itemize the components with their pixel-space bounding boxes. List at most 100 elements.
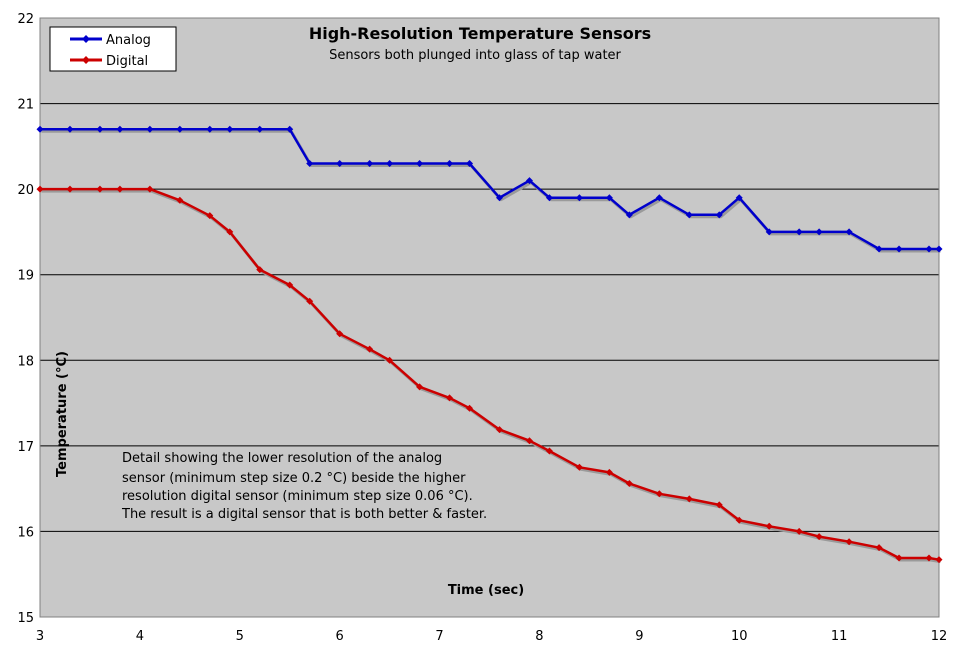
data-point-digital bbox=[96, 185, 104, 193]
data-point-analog bbox=[895, 245, 903, 253]
data-point-analog bbox=[935, 245, 943, 253]
x-tick-label: 5 bbox=[236, 629, 244, 644]
data-point-digital bbox=[286, 281, 294, 289]
data-point-digital bbox=[875, 544, 883, 552]
annotation-line: resolution digital sensor (minimum step … bbox=[122, 489, 473, 504]
chart-subtitle: Sensors both plunged into glass of tap w… bbox=[329, 48, 621, 63]
y-tick-label: 17 bbox=[17, 440, 34, 455]
x-tick-label: 9 bbox=[635, 629, 643, 644]
data-point-analog bbox=[306, 159, 314, 167]
data-point-analog bbox=[66, 125, 74, 133]
data-point-digital bbox=[935, 556, 943, 564]
data-point-digital bbox=[795, 527, 803, 535]
data-point-digital bbox=[625, 480, 633, 488]
data-point-analog bbox=[685, 211, 693, 219]
data-point-digital bbox=[176, 196, 184, 204]
data-point-analog bbox=[625, 211, 633, 219]
data-point-analog bbox=[286, 125, 294, 133]
data-point-analog bbox=[525, 177, 533, 185]
data-point-digital bbox=[146, 185, 154, 193]
plot-border bbox=[39, 17, 940, 618]
series-shadow-analog bbox=[41, 129, 941, 253]
y-tick-label: 16 bbox=[17, 525, 34, 540]
data-point-analog bbox=[206, 125, 214, 133]
data-point-digital bbox=[715, 501, 723, 509]
data-point-digital bbox=[495, 426, 503, 434]
data-point-digital bbox=[226, 228, 234, 236]
legend-label-analog: Analog bbox=[106, 33, 151, 48]
data-point-digital bbox=[815, 533, 823, 541]
x-tick-label: 10 bbox=[731, 629, 748, 644]
y-tick-label: 21 bbox=[17, 98, 34, 113]
legend-marker-analog bbox=[82, 35, 90, 43]
data-point-digital bbox=[685, 495, 693, 503]
data-point-digital bbox=[466, 404, 474, 412]
y-tick-label: 19 bbox=[17, 269, 34, 284]
data-point-analog bbox=[116, 125, 124, 133]
data-point-analog bbox=[386, 159, 394, 167]
data-point-analog bbox=[495, 194, 503, 202]
plot-background bbox=[40, 18, 939, 617]
data-point-analog bbox=[446, 159, 454, 167]
data-point-analog bbox=[366, 159, 374, 167]
y-tick-labels: 15 16 17 18 19 20 21 22 bbox=[17, 12, 34, 626]
x-tick-label: 12 bbox=[931, 629, 948, 644]
x-tick-label: 3 bbox=[36, 629, 44, 644]
y-tick-label: 20 bbox=[17, 183, 34, 198]
x-axis-label: Time (sec) bbox=[448, 583, 524, 598]
data-point-analog bbox=[36, 125, 44, 133]
data-point-digital bbox=[416, 383, 424, 391]
data-point-digital bbox=[336, 330, 344, 338]
data-point-analog bbox=[96, 125, 104, 133]
data-point-digital bbox=[605, 468, 613, 476]
annotation-line: The result is a digital sensor that is b… bbox=[121, 507, 487, 522]
data-point-digital bbox=[446, 394, 454, 402]
x-tick-label: 8 bbox=[535, 629, 543, 644]
series-layer bbox=[36, 125, 943, 564]
data-point-analog bbox=[336, 159, 344, 167]
data-point-analog bbox=[925, 245, 933, 253]
data-point-analog bbox=[575, 194, 583, 202]
x-tick-labels: 3 4 5 6 7 8 9 10 11 12 bbox=[36, 629, 947, 644]
data-point-digital bbox=[925, 554, 933, 562]
data-point-analog bbox=[655, 194, 663, 202]
x-tick-label: 11 bbox=[831, 629, 848, 644]
data-point-analog bbox=[226, 125, 234, 133]
legend-marker-digital bbox=[82, 56, 90, 64]
chart-title: High-Resolution Temperature Sensors bbox=[309, 24, 651, 43]
data-point-analog bbox=[176, 125, 184, 133]
data-point-digital bbox=[845, 538, 853, 546]
y-tick-label: 22 bbox=[17, 12, 34, 27]
data-point-analog bbox=[875, 245, 883, 253]
data-point-analog bbox=[765, 228, 773, 236]
data-point-digital bbox=[575, 463, 583, 471]
data-point-digital bbox=[306, 297, 314, 305]
annotation-line: sensor (minimum step size 0.2 °C) beside… bbox=[122, 471, 466, 486]
legend: Analog Digital bbox=[49, 26, 177, 72]
data-point-analog bbox=[845, 228, 853, 236]
data-point-analog bbox=[815, 228, 823, 236]
data-point-digital bbox=[256, 266, 264, 274]
annotation-line: Detail showing the lower resolution of t… bbox=[122, 451, 442, 466]
data-point-analog bbox=[256, 125, 264, 133]
data-point-digital bbox=[36, 185, 44, 193]
annotation-note: Detail showing the lower resolution of t… bbox=[121, 451, 487, 522]
data-point-analog bbox=[715, 211, 723, 219]
data-point-analog bbox=[416, 159, 424, 167]
data-point-analog bbox=[795, 228, 803, 236]
x-tick-label: 4 bbox=[136, 629, 144, 644]
legend-box bbox=[49, 26, 177, 72]
data-point-analog bbox=[735, 194, 743, 202]
data-point-analog bbox=[605, 194, 613, 202]
data-point-analog bbox=[545, 194, 553, 202]
data-point-digital bbox=[545, 447, 553, 455]
data-point-digital bbox=[66, 185, 74, 193]
data-point-digital bbox=[116, 185, 124, 193]
x-tick-label: 7 bbox=[435, 629, 443, 644]
data-point-digital bbox=[525, 437, 533, 445]
data-point-digital bbox=[366, 345, 374, 353]
data-point-digital bbox=[655, 490, 663, 498]
y-axis-label: Temperature (°C) bbox=[55, 351, 70, 477]
data-point-digital bbox=[735, 516, 743, 524]
